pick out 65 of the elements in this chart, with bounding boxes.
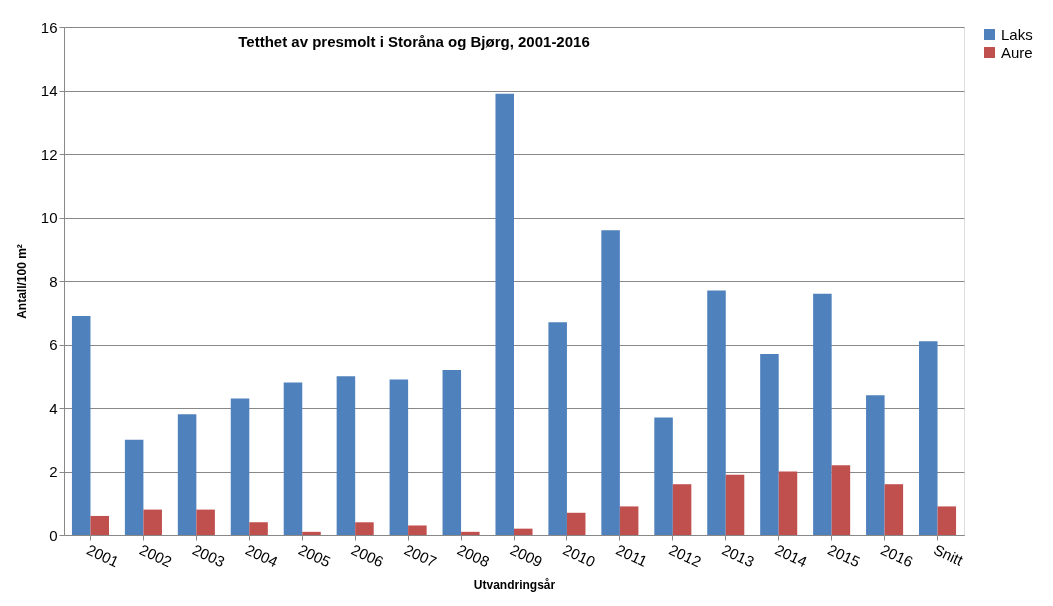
y-tick-label: 0	[49, 526, 58, 544]
x-tick-label: 2015	[825, 540, 863, 571]
bar	[831, 465, 851, 535]
bar	[389, 379, 409, 535]
bar	[514, 528, 533, 535]
bar	[302, 531, 321, 535]
y-tick-label: 4	[49, 399, 58, 417]
x-tick-label: 2004	[242, 540, 281, 571]
bar	[442, 369, 462, 535]
bar	[336, 376, 356, 535]
legend-label: Aure	[1001, 43, 1033, 61]
x-tick-label: 2001	[84, 540, 122, 571]
bar	[249, 522, 268, 535]
x-tick-label: 2011	[613, 540, 650, 570]
bar	[601, 230, 620, 535]
x-tick-label: 2012	[666, 540, 704, 571]
y-axis-title: Antall/100 m²	[14, 244, 29, 319]
x-tick-label: 2010	[560, 540, 599, 571]
bar	[937, 506, 957, 535]
bar	[619, 506, 639, 535]
x-tick-label: 2003	[190, 540, 228, 571]
y-tick-label: 2	[49, 463, 58, 480]
bar	[707, 290, 726, 535]
x-tick-label: 2008	[454, 540, 493, 571]
x-tick-label: 2016	[878, 540, 916, 571]
bar	[230, 398, 250, 535]
bar	[71, 315, 91, 535]
x-tick-label: 2005	[295, 540, 334, 571]
y-tick-label: 10	[40, 209, 58, 226]
bar	[196, 509, 215, 535]
x-tick-label: 2013	[719, 540, 757, 571]
bar	[672, 484, 692, 535]
x-tick-label: 2006	[348, 540, 387, 571]
x-tick-label: 2002	[137, 540, 175, 571]
x-axis-title: Utvandringsår	[473, 578, 556, 593]
bar	[355, 522, 374, 535]
bar	[654, 417, 673, 535]
bar	[813, 293, 832, 535]
y-tick-label: 6	[49, 336, 58, 353]
bar	[143, 509, 162, 535]
bar	[866, 395, 885, 535]
bar	[725, 474, 745, 535]
x-tick-label: 2009	[507, 540, 546, 571]
legend-label: Laks	[1001, 25, 1033, 43]
y-tick-label: 14	[40, 82, 58, 99]
x-tick-label: 2007	[401, 540, 440, 571]
bar	[778, 471, 798, 535]
bar	[919, 341, 938, 535]
x-tick-label: Snitt	[931, 540, 967, 570]
x-tick-label: 2014	[772, 540, 810, 571]
bar	[548, 322, 567, 535]
bar	[177, 414, 197, 535]
bar	[884, 484, 904, 535]
chart-title: Tetthet av presmolt i Storåna og Bjørg, 2001-2016	[238, 33, 590, 50]
bar	[408, 525, 427, 535]
bar	[566, 512, 586, 535]
bar	[495, 93, 514, 535]
bar	[283, 382, 303, 535]
bar	[461, 531, 480, 535]
bar	[90, 515, 109, 535]
bar	[124, 439, 144, 535]
y-tick-label: 16	[40, 18, 58, 36]
bar	[760, 354, 779, 535]
y-tick-label: 8	[49, 272, 58, 290]
y-tick-label: 12	[40, 145, 58, 163]
